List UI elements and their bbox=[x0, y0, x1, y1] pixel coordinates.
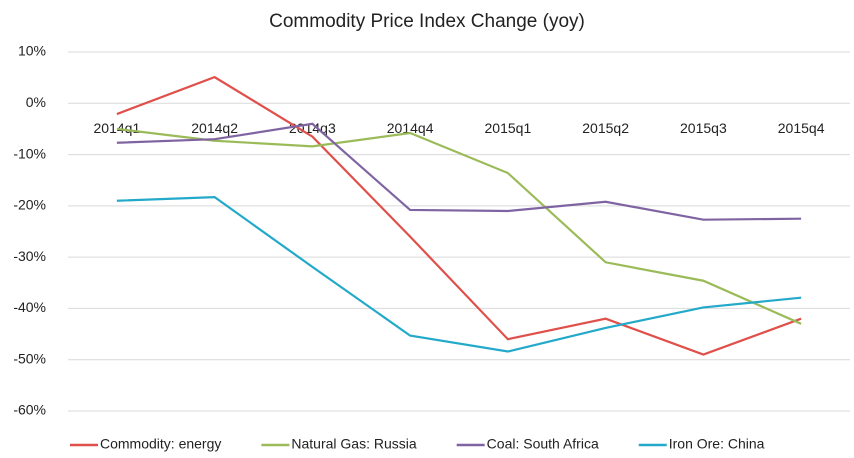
series-line bbox=[116, 75, 802, 356]
y-tick-label: -30% bbox=[13, 248, 46, 264]
chart-title: Commodity Price Index Change (yoy) bbox=[269, 11, 585, 32]
series-line bbox=[116, 196, 802, 353]
x-tick-label: 2014q1 bbox=[94, 120, 141, 136]
x-tick-label: 2014q3 bbox=[289, 120, 336, 136]
series-line bbox=[116, 127, 802, 325]
legend-label: Commodity: energy bbox=[100, 436, 221, 452]
y-tick-label: 0% bbox=[26, 94, 46, 110]
x-tick-label: 2015q4 bbox=[778, 120, 825, 136]
y-tick-label: 10% bbox=[18, 43, 46, 59]
legend-label: Natural Gas: Russia bbox=[291, 436, 416, 452]
x-tick-label: 2014q4 bbox=[387, 120, 434, 136]
y-tick-label: -50% bbox=[13, 350, 46, 366]
y-tick-label: -10% bbox=[13, 145, 46, 161]
x-tick-label: 2014q2 bbox=[191, 120, 238, 136]
legend-label: Iron Ore: China bbox=[669, 436, 765, 452]
x-tick-label: 2015q3 bbox=[680, 120, 727, 136]
series-line bbox=[116, 122, 802, 221]
y-tick-label: -40% bbox=[13, 299, 46, 315]
y-tick-label: -60% bbox=[13, 402, 46, 418]
legend-label: Coal: South Africa bbox=[487, 436, 599, 452]
y-tick-label: -20% bbox=[13, 197, 46, 213]
x-tick-label: 2015q1 bbox=[485, 120, 532, 136]
x-tick-label: 2015q2 bbox=[582, 120, 629, 136]
